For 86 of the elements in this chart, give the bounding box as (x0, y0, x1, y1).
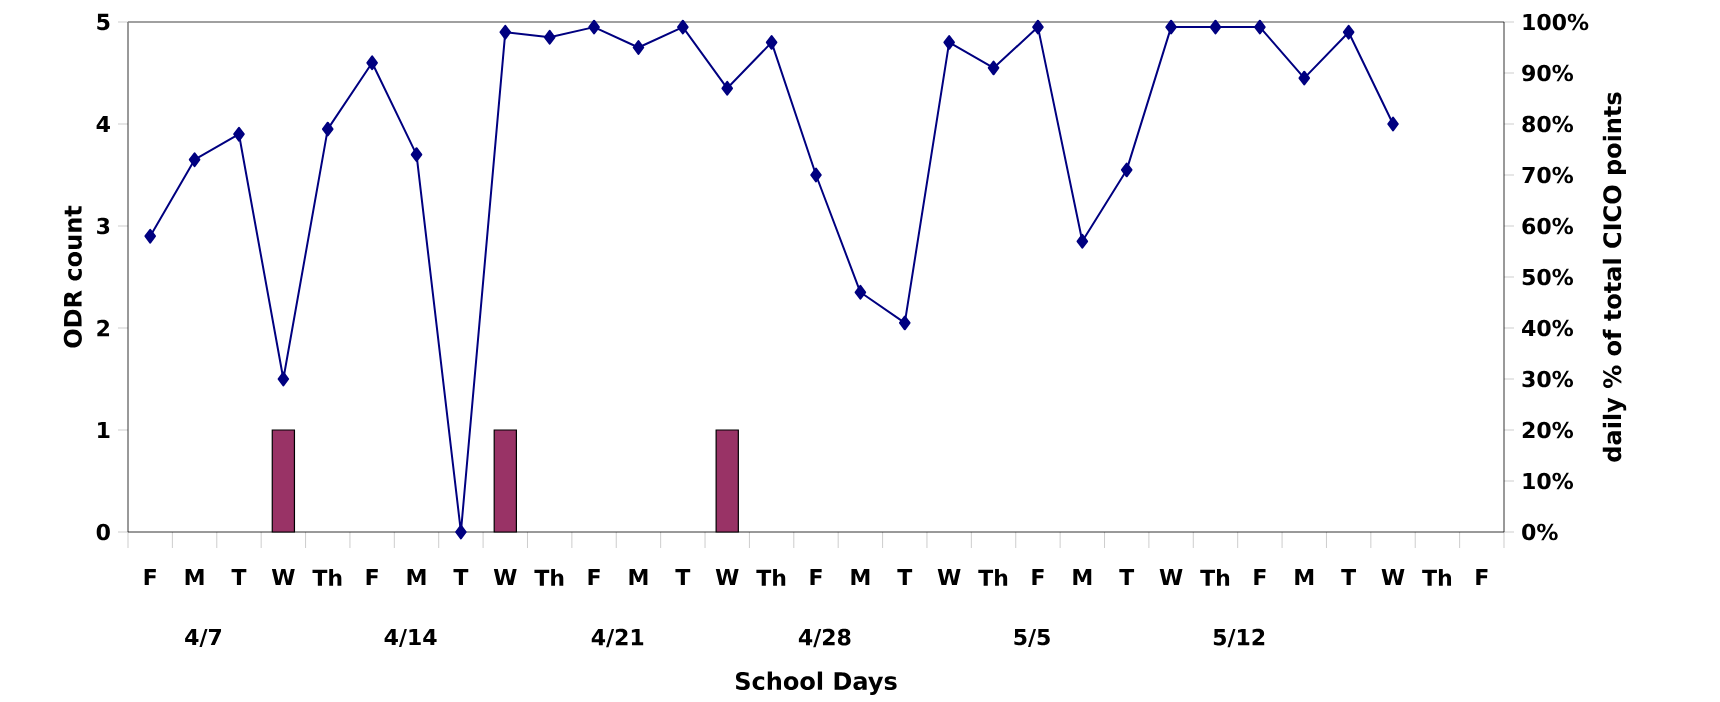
x-tick-label: T (675, 569, 691, 586)
point (677, 19, 689, 35)
point (1032, 19, 1044, 35)
x-tick-label: M (185, 569, 204, 586)
point (987, 60, 1000, 76)
y2-tick-label: 80% (1522, 115, 1574, 133)
point (854, 285, 867, 300)
text: 4/28 (798, 629, 851, 648)
text: 4/21 (591, 629, 644, 648)
text: 4/14 (384, 629, 437, 648)
point (233, 127, 245, 142)
y2-tick-label: 60% (1522, 217, 1574, 235)
point (410, 147, 423, 163)
x-tick-label: W (493, 569, 517, 586)
y2-tick-label: 20% (1522, 421, 1574, 439)
y-tick-label: 5 (97, 14, 110, 31)
point (1076, 234, 1089, 249)
point (898, 315, 911, 331)
y-tick-label: 1 (98, 422, 110, 439)
x-tick-label: Th (756, 569, 786, 586)
point (499, 25, 512, 40)
x-tick-label: Th (978, 569, 1008, 586)
x-tick-label: F (810, 569, 822, 586)
point (1342, 25, 1355, 40)
point (1298, 70, 1311, 86)
point (455, 524, 467, 540)
x-tick-label: M (1073, 569, 1092, 586)
x-tick-label: F (588, 569, 600, 586)
point (943, 35, 955, 51)
x-tick-label: Th (1200, 569, 1230, 586)
y2-tick-label: 0% (1522, 523, 1558, 541)
point (1387, 116, 1399, 132)
point (1209, 19, 1222, 35)
y2-tick-label: 100% (1523, 13, 1589, 31)
x-tick-label: F (1476, 569, 1488, 586)
x-tick-label: T (1341, 569, 1357, 586)
y-tick-label: 3 (97, 217, 110, 235)
x-tick-label: W (1159, 569, 1183, 586)
x-tick-label: W (1381, 569, 1405, 586)
point (1120, 162, 1133, 178)
x-tick-label: M (629, 569, 648, 586)
x-tick-label: T (453, 569, 469, 586)
text: 5/12 (1213, 629, 1265, 648)
x-tick-label: T (1119, 569, 1135, 586)
point (721, 81, 734, 96)
y2-tick-label: 30% (1522, 370, 1574, 388)
text: 5/5 (1014, 629, 1050, 648)
x-tick-label: Th (312, 569, 342, 586)
y-tick-label: 2 (97, 320, 110, 337)
y-tick-label: 0 (96, 523, 110, 541)
point (543, 30, 556, 45)
point (188, 152, 201, 168)
y-tick-label: 4 (96, 116, 110, 133)
point (144, 229, 156, 244)
x-tick-label: Th (534, 569, 564, 586)
x-axis-title: School Days (736, 671, 897, 696)
x-tick-label: F (1254, 569, 1266, 586)
point (588, 19, 600, 35)
x-tick-label: T (897, 569, 913, 586)
y2-axis-title: daily % of total CICO points (1602, 92, 1627, 462)
point (366, 55, 378, 71)
x-tick-label: Th (1422, 569, 1452, 586)
point (1254, 19, 1266, 35)
point (321, 121, 334, 137)
x-tick-label: W (937, 569, 961, 586)
point (765, 35, 778, 51)
text: 4/7 (185, 629, 222, 648)
y2-tick-label: 70% (1522, 166, 1574, 184)
y2-tick-label: 40% (1522, 319, 1574, 337)
x-tick-label: M (851, 569, 870, 586)
y2-tick-label: 50% (1522, 268, 1574, 286)
point (632, 40, 645, 56)
x-tick-label: F (144, 569, 156, 586)
x-tick-label: M (407, 569, 426, 586)
x-tick-label: T (231, 569, 247, 586)
point (1165, 19, 1177, 35)
y2-tick-label: 10% (1523, 472, 1574, 490)
y-axis-title: ODR count (63, 206, 82, 348)
x-tick-label: M (1295, 569, 1314, 586)
x-tick-label: F (366, 569, 378, 586)
point (277, 371, 290, 387)
x-tick-label: F (1032, 569, 1044, 586)
point (810, 167, 822, 183)
x-tick-label: W (715, 569, 739, 586)
x-tick-label: W (271, 569, 295, 586)
y2-tick-label: 90% (1522, 64, 1574, 82)
